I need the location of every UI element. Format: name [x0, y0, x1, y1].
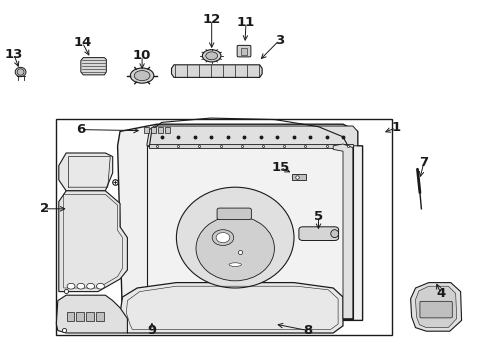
Polygon shape	[333, 144, 353, 319]
Text: 10: 10	[133, 49, 151, 62]
Polygon shape	[416, 286, 457, 328]
Text: 7: 7	[419, 156, 428, 169]
Text: 11: 11	[237, 16, 255, 29]
Circle shape	[212, 230, 234, 246]
FancyBboxPatch shape	[217, 208, 251, 220]
Text: 14: 14	[73, 36, 92, 49]
Circle shape	[216, 233, 230, 243]
Text: 6: 6	[76, 123, 85, 136]
Circle shape	[77, 283, 85, 289]
Polygon shape	[56, 295, 127, 333]
Text: 13: 13	[4, 48, 23, 60]
Polygon shape	[59, 153, 113, 191]
Text: 1: 1	[392, 121, 400, 134]
Ellipse shape	[206, 52, 218, 60]
Ellipse shape	[130, 68, 154, 83]
FancyBboxPatch shape	[299, 227, 339, 240]
Ellipse shape	[15, 67, 26, 77]
Bar	[144, 127, 149, 133]
Bar	[67, 312, 74, 321]
Polygon shape	[147, 146, 353, 319]
Bar	[86, 312, 94, 321]
Circle shape	[87, 283, 95, 289]
Ellipse shape	[202, 50, 221, 62]
FancyBboxPatch shape	[420, 301, 452, 318]
Polygon shape	[149, 144, 353, 148]
Ellipse shape	[176, 187, 294, 288]
Ellipse shape	[134, 71, 150, 81]
Text: 5: 5	[314, 210, 323, 222]
Ellipse shape	[331, 230, 339, 238]
Circle shape	[67, 283, 75, 289]
Text: 2: 2	[40, 202, 49, 215]
Text: 15: 15	[271, 161, 290, 174]
Text: 12: 12	[202, 13, 221, 26]
Polygon shape	[147, 126, 358, 146]
Bar	[151, 127, 156, 133]
Polygon shape	[81, 58, 106, 75]
Circle shape	[97, 283, 104, 289]
Bar	[158, 127, 163, 133]
Polygon shape	[172, 65, 262, 77]
Ellipse shape	[17, 69, 24, 75]
Ellipse shape	[229, 263, 241, 266]
Bar	[56, 119, 392, 335]
Bar	[76, 312, 84, 321]
Bar	[292, 174, 306, 180]
Text: 4: 4	[437, 287, 445, 300]
Ellipse shape	[196, 216, 274, 281]
Polygon shape	[59, 191, 127, 292]
Bar	[241, 48, 247, 55]
Polygon shape	[120, 283, 343, 333]
Text: 9: 9	[147, 324, 156, 337]
FancyBboxPatch shape	[237, 45, 251, 57]
Bar	[165, 127, 170, 133]
Bar	[96, 312, 104, 321]
Text: 8: 8	[303, 324, 312, 337]
Polygon shape	[118, 124, 363, 320]
Polygon shape	[411, 283, 462, 331]
Text: 3: 3	[275, 34, 284, 47]
